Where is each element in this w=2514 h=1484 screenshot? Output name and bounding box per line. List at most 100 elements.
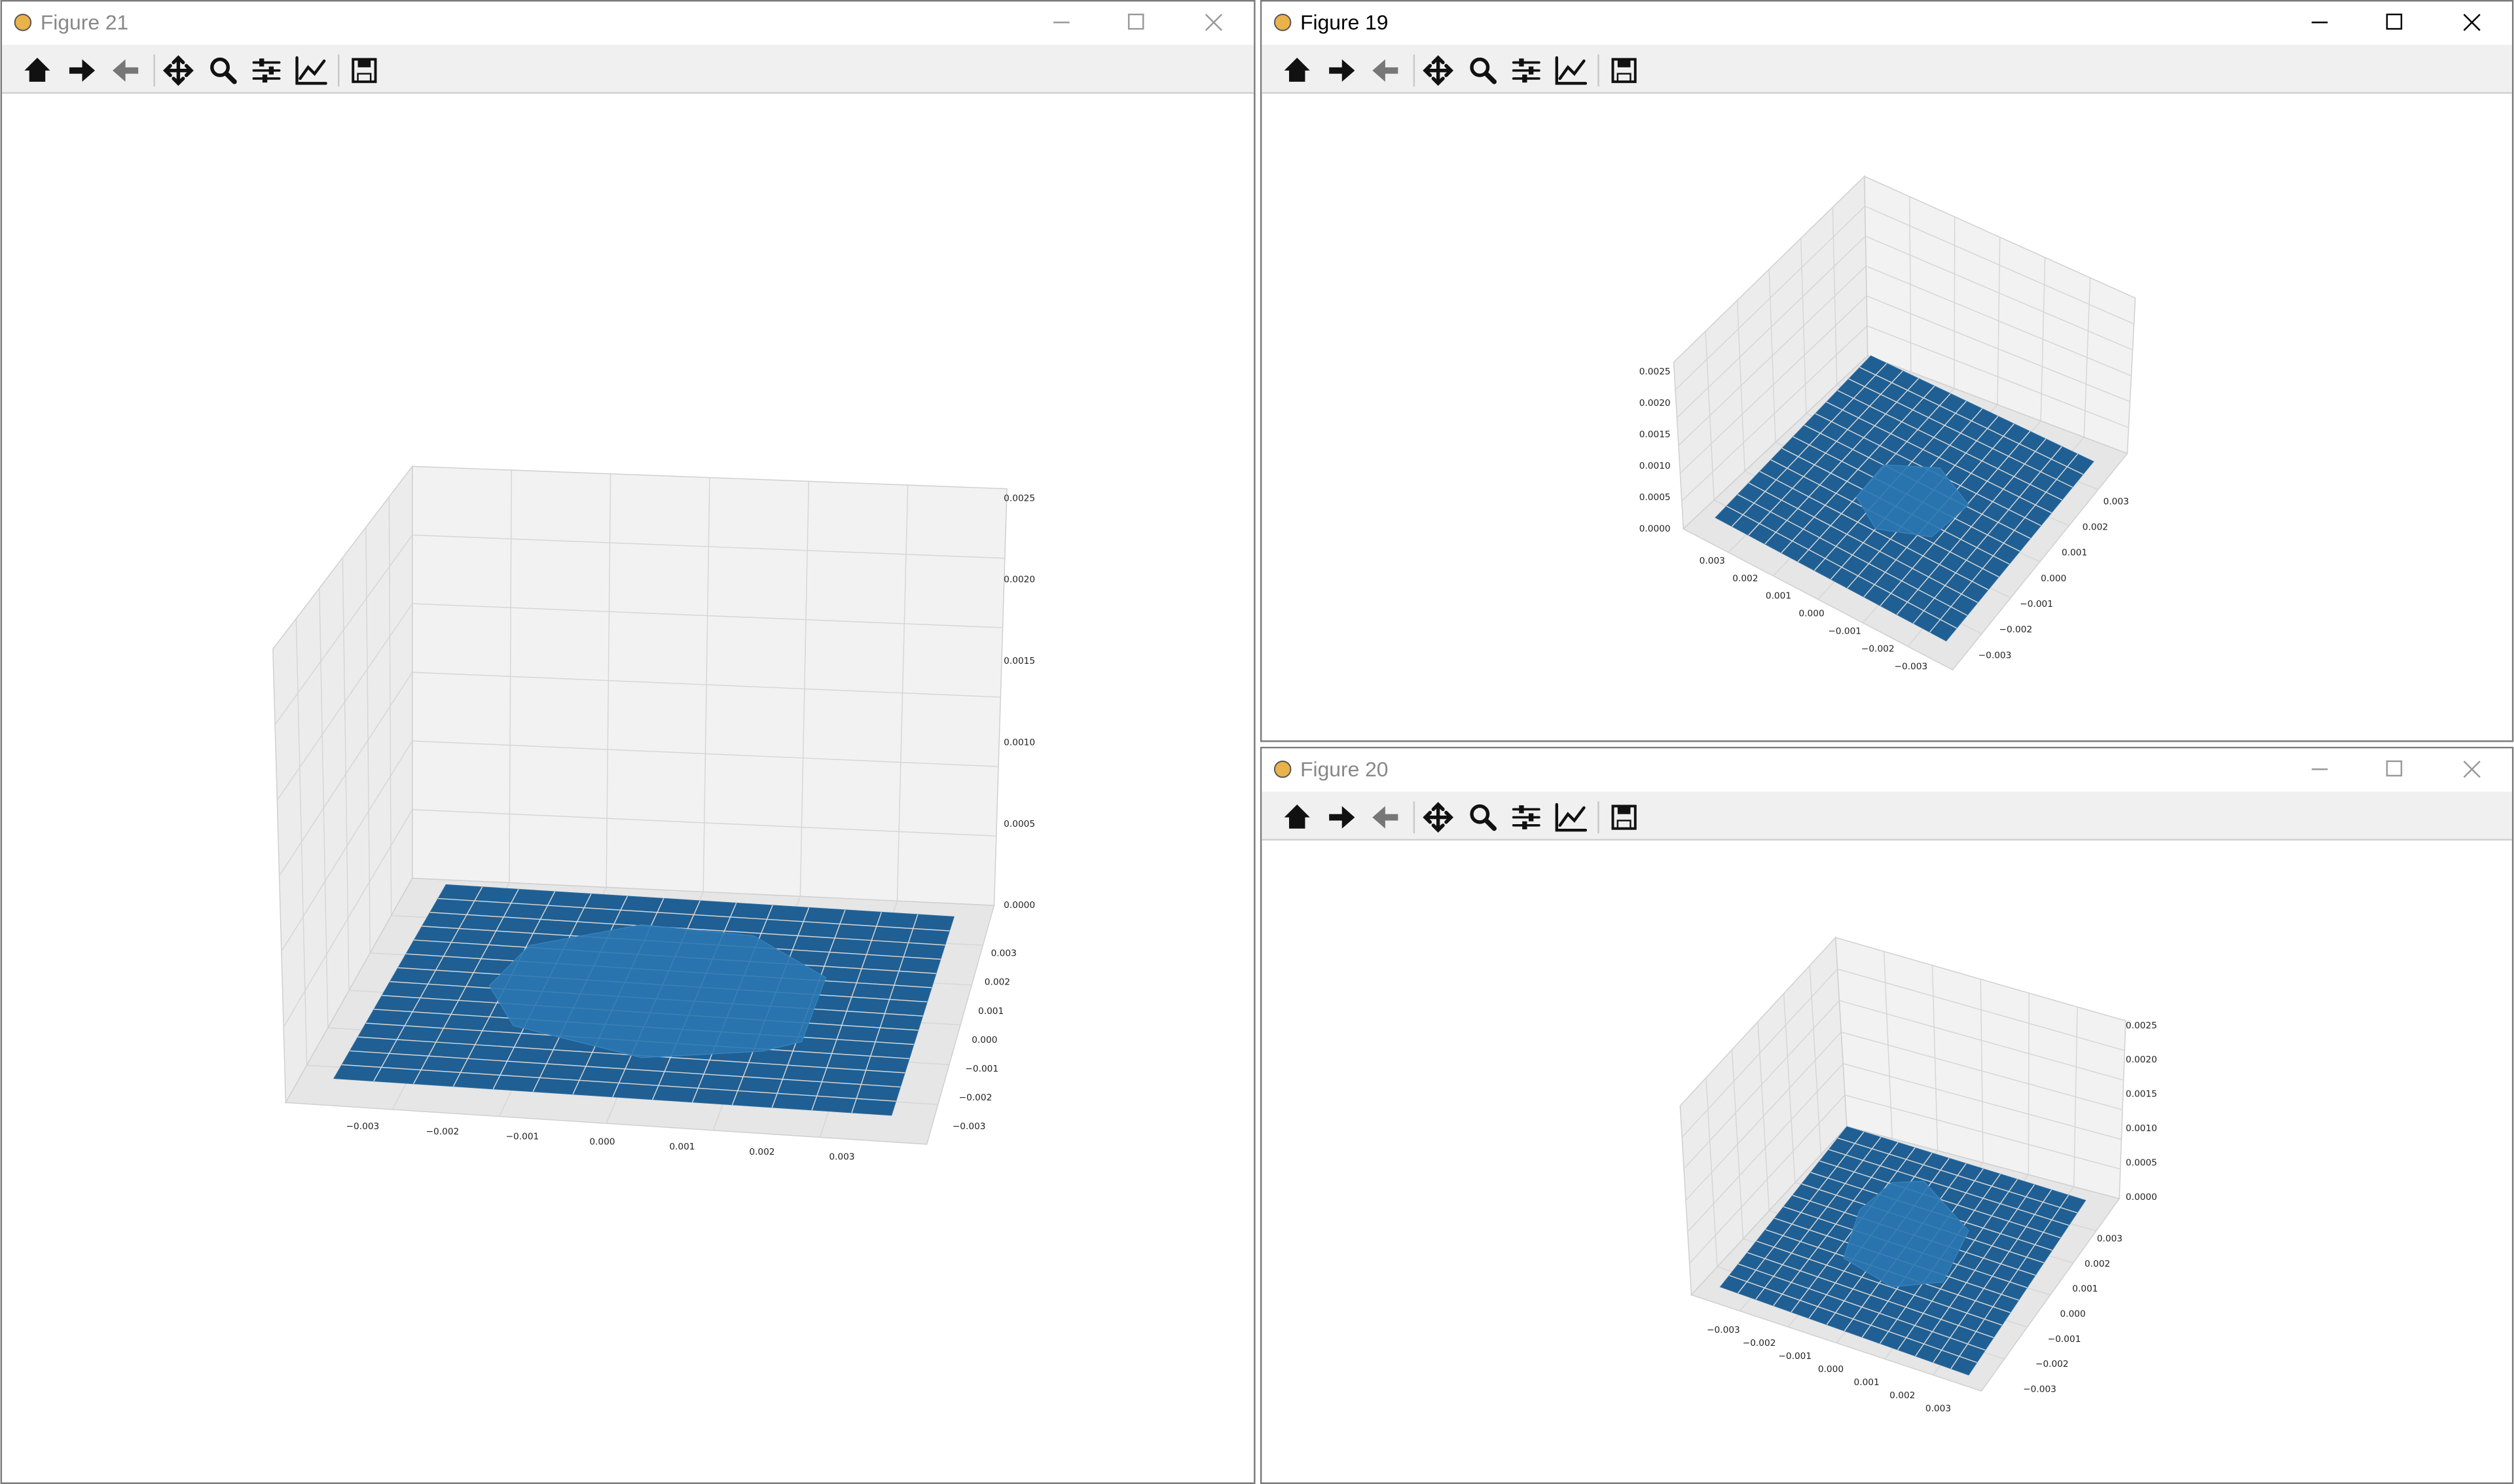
- pane-grid-line: [1837, 1137, 2078, 1214]
- arrow-icon: [1329, 59, 1355, 82]
- x-tick-label: 0.000: [1798, 609, 1824, 619]
- pane-grid-line: [851, 914, 919, 1113]
- toolbar-button[interactable]: [1555, 56, 1588, 85]
- figure-window: Figure 200.00000.00050.00100.00150.00200…: [1260, 746, 2514, 1484]
- edit-icon: [1555, 803, 1588, 832]
- config-icon: [1528, 813, 1534, 822]
- y-tick-label: 0.001: [2072, 1284, 2098, 1294]
- toolbar-button[interactable]: [1611, 805, 1637, 830]
- config-icon: [1519, 805, 1524, 814]
- axes-3d: 0.0000 0.0005 0.0010 0.0015 0.0020 0.0025 −0.0…: [1679, 936, 2157, 1414]
- y-tick-label: −0.003: [2023, 1384, 2056, 1395]
- surface-bump: [488, 924, 827, 1059]
- toolbar-button[interactable]: [162, 55, 194, 86]
- pane-grid-line: [1837, 389, 2063, 501]
- home-icon: [1284, 804, 1310, 829]
- toolbar-button[interactable]: [113, 59, 139, 82]
- arrow-icon: [1372, 59, 1398, 82]
- pane-grid-line: [412, 808, 996, 837]
- maximize-button[interactable]: [2386, 13, 2403, 30]
- toolbar-button[interactable]: [1555, 803, 1588, 832]
- z-tick-label: 0.0015: [2126, 1089, 2157, 1100]
- toolbar-button[interactable]: [1329, 806, 1355, 829]
- x-tick-label: −0.001: [1778, 1351, 1812, 1362]
- x-tick-label: −0.002: [1861, 644, 1895, 655]
- zoom-icon: [210, 57, 230, 77]
- config-icon: [1528, 66, 1534, 75]
- toolbar-button[interactable]: [210, 57, 237, 84]
- pane-grid-line: [1933, 1189, 2052, 1363]
- home-icon: [1284, 58, 1310, 82]
- toolbar-button[interactable]: [1512, 805, 1540, 829]
- z-tick-label: 0.0000: [1639, 524, 1671, 534]
- z-tick-label: 0.0025: [1004, 493, 1035, 503]
- toolbar-button[interactable]: [24, 58, 50, 82]
- toolbar-button[interactable]: [69, 59, 96, 82]
- maximize-button[interactable]: [1127, 13, 1144, 30]
- pane-grid-line: [1844, 1095, 2121, 1170]
- arrow-icon: [1329, 806, 1355, 829]
- close-button[interactable]: [2463, 761, 2481, 778]
- toolbar-button[interactable]: [1512, 58, 1540, 83]
- toolbar-button[interactable]: [1470, 804, 1497, 831]
- maximize-button[interactable]: [2386, 760, 2403, 777]
- x-tick-label: 0.000: [589, 1136, 615, 1147]
- y-tick-label: −0.001: [965, 1064, 998, 1074]
- y-tick-label: 0.001: [2062, 548, 2087, 558]
- pane: [412, 465, 1008, 906]
- pane-grid-line: [350, 1050, 901, 1088]
- zoom-icon: [1484, 71, 1497, 84]
- toolbar-button[interactable]: [1423, 55, 1454, 86]
- figure-window: Figure 210.00000.00050.00100.00150.00200…: [0, 0, 1256, 1484]
- zoom-icon: [1470, 804, 1490, 824]
- window-title: Figure 19: [1300, 10, 1388, 34]
- toolbar-button[interactable]: [1372, 806, 1398, 829]
- x-tick-label: 0.003: [1700, 556, 1725, 566]
- surface-bump: [1855, 464, 1969, 537]
- toolbar-button[interactable]: [1423, 802, 1454, 833]
- y-tick-label: −0.001: [2020, 599, 2053, 609]
- z-tick-label: 0.0025: [2126, 1021, 2157, 1031]
- toolbar-button[interactable]: [252, 58, 281, 83]
- toolbar-button[interactable]: [1611, 58, 1637, 83]
- arrow-icon: [69, 59, 96, 82]
- close-button[interactable]: [2463, 14, 2481, 31]
- y-tick-label: −0.002: [959, 1093, 993, 1103]
- x-tick-label: −0.003: [1895, 661, 1928, 672]
- z-tick-label: 0.0010: [2126, 1123, 2157, 1134]
- window-title: Figure 21: [41, 10, 128, 34]
- toolbar-button[interactable]: [1470, 57, 1497, 84]
- close-button[interactable]: [1205, 14, 1223, 31]
- config-icon: [1519, 58, 1524, 67]
- y-tick-label: −0.003: [953, 1121, 986, 1132]
- pane-grid-line: [1896, 438, 2047, 615]
- save-icon: [357, 59, 371, 67]
- pane-grid-line: [342, 1064, 896, 1102]
- pane-grid-line: [1829, 1149, 2069, 1226]
- pane-grid-line: [1681, 325, 1868, 501]
- toolbar-button[interactable]: [1372, 59, 1398, 82]
- toolbar-button[interactable]: [1284, 58, 1310, 82]
- y-tick-label: −0.003: [1978, 650, 2012, 661]
- y-tick-label: 0.003: [2104, 496, 2129, 507]
- title-bar: [1262, 1, 2512, 45]
- x-tick-label: 0.001: [669, 1142, 695, 1152]
- x-tick-label: 0.001: [1766, 591, 1791, 602]
- z-tick-label: 0.0025: [1639, 367, 1671, 377]
- config-icon: [1522, 821, 1527, 829]
- toolbar-button[interactable]: [1284, 804, 1310, 829]
- z-tick-label: 0.0010: [1004, 737, 1035, 748]
- pane-grid-line: [1912, 446, 2062, 624]
- toolbar-button[interactable]: [295, 56, 327, 85]
- pane-grid-line: [1826, 401, 2052, 514]
- toolbar-button[interactable]: [1329, 59, 1355, 82]
- save-icon: [357, 73, 372, 83]
- z-tick-label: 0.0010: [1639, 461, 1671, 471]
- save-icon: [1617, 806, 1631, 814]
- y-tick-label: −0.002: [2035, 1359, 2069, 1369]
- pane-grid-line: [1880, 431, 2031, 606]
- pan-icon: [1423, 802, 1454, 833]
- toolbar-button[interactable]: [352, 58, 377, 83]
